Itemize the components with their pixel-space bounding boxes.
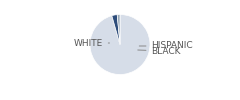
Text: BLACK: BLACK <box>138 47 181 56</box>
Text: WHITE: WHITE <box>73 38 109 48</box>
Wedge shape <box>90 14 150 74</box>
Wedge shape <box>112 15 120 45</box>
Text: HISPANIC: HISPANIC <box>139 42 193 50</box>
Wedge shape <box>117 14 120 44</box>
